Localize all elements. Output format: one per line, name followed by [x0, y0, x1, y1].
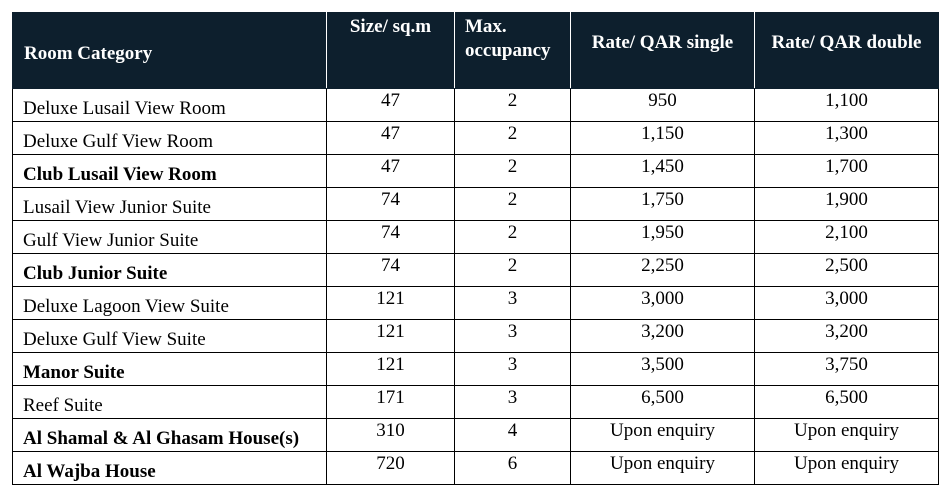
rate-single-cell: 1,150 [570, 121, 755, 155]
room-category-cell: Deluxe Gulf View Room [12, 121, 327, 155]
max-occupancy-cell: 3 [454, 286, 571, 320]
header-rate-single: Rate/ QAR single [570, 12, 755, 89]
rate-double-cell: 2,500 [754, 253, 939, 287]
max-occupancy-cell: 2 [454, 220, 571, 254]
size-cell: 74 [326, 253, 455, 287]
max-occupancy-cell: 4 [454, 418, 571, 452]
max-occupancy-cell: 2 [454, 88, 571, 122]
room-category-cell: Al Wajba House [12, 451, 327, 485]
max-occupancy-cell: 3 [454, 352, 571, 386]
rate-single-cell: 1,750 [570, 187, 755, 221]
header-max-occupancy: Max. occupancy [454, 12, 571, 89]
room-category-cell: Club Junior Suite [12, 253, 327, 287]
rate-single-cell: 6,500 [570, 385, 755, 419]
size-cell: 121 [326, 319, 455, 353]
size-cell: 720 [326, 451, 455, 485]
table-row: Club Lusail View Room 47 2 1,450 1,700 [12, 154, 939, 188]
rate-double-cell: 1,700 [754, 154, 939, 188]
rate-single-cell: Upon enquiry [570, 451, 755, 485]
max-occupancy-cell: 2 [454, 154, 571, 188]
room-category-cell: Club Lusail View Room [12, 154, 327, 188]
rate-single-cell: 950 [570, 88, 755, 122]
max-occupancy-cell: 2 [454, 253, 571, 287]
rate-double-cell: 1,100 [754, 88, 939, 122]
rate-single-cell: 1,950 [570, 220, 755, 254]
header-row: Room Category Size/ sq.m Max. occupancy … [12, 12, 939, 89]
table-row: Gulf View Junior Suite 74 2 1,950 2,100 [12, 220, 939, 254]
rate-double-cell: 1,900 [754, 187, 939, 221]
room-category-cell: Al Shamal & Al Ghasam House(s) [12, 418, 327, 452]
room-category-cell: Deluxe Lusail View Room [12, 88, 327, 122]
rate-double-cell: Upon enquiry [754, 418, 939, 452]
max-occupancy-cell: 3 [454, 319, 571, 353]
rate-double-cell: 2,100 [754, 220, 939, 254]
rate-single-cell: 3,500 [570, 352, 755, 386]
rate-single-cell: 1,450 [570, 154, 755, 188]
header-room-category: Room Category [12, 12, 327, 89]
size-cell: 47 [326, 121, 455, 155]
size-cell: 74 [326, 187, 455, 221]
rate-single-cell: 2,250 [570, 253, 755, 287]
header-max-occupancy-line1: Max. [465, 16, 507, 37]
header-size: Size/ sq.m [326, 12, 455, 89]
table-row: Al Wajba House 720 6 Upon enquiry Upon enqui… [12, 451, 939, 485]
max-occupancy-cell: 2 [454, 187, 571, 221]
room-category-cell: Manor Suite [12, 352, 327, 386]
rate-double-cell: 3,200 [754, 319, 939, 353]
table-row: Deluxe Lusail View Room 47 2 950 1,100 [12, 88, 939, 122]
table-row: Al Shamal & Al Ghasam House(s) 310 4 Upon e… [12, 418, 939, 452]
size-cell: 121 [326, 352, 455, 386]
room-category-cell: Reef Suite [12, 385, 327, 419]
size-cell: 47 [326, 154, 455, 188]
size-cell: 74 [326, 220, 455, 254]
table-row: Manor Suite 121 3 3,500 3,750 [12, 352, 939, 386]
max-occupancy-cell: 2 [454, 121, 571, 155]
max-occupancy-cell: 3 [454, 385, 571, 419]
table-row: Reef Suite 171 3 6,500 6,500 [12, 385, 939, 419]
header-rate-double: Rate/ QAR double [754, 12, 939, 89]
rate-double-cell: 3,750 [754, 352, 939, 386]
rate-double-cell: Upon enquiry [754, 451, 939, 485]
room-category-cell: Deluxe Gulf View Suite [12, 319, 327, 353]
max-occupancy-cell: 6 [454, 451, 571, 485]
header-max-occupancy-line2: occupancy [465, 40, 551, 61]
table-row: Deluxe Lagoon View Suite 121 3 3,000 3,000 [12, 286, 939, 320]
room-category-cell: Gulf View Junior Suite [12, 220, 327, 254]
rate-double-cell: 3,000 [754, 286, 939, 320]
rate-single-cell: 3,200 [570, 319, 755, 353]
table-row: Lusail View Junior Suite 74 2 1,750 1,900 [12, 187, 939, 221]
table-row: Deluxe Gulf View Room 47 2 1,150 1,300 [12, 121, 939, 155]
table-header: Room Category Size/ sq.m Max. occupancy … [12, 12, 939, 89]
size-cell: 171 [326, 385, 455, 419]
size-cell: 310 [326, 418, 455, 452]
rate-double-cell: 6,500 [754, 385, 939, 419]
rate-single-cell: Upon enquiry [570, 418, 755, 452]
size-cell: 47 [326, 88, 455, 122]
room-category-cell: Deluxe Lagoon View Suite [12, 286, 327, 320]
rate-single-cell: 3,000 [570, 286, 755, 320]
size-cell: 121 [326, 286, 455, 320]
table-row: Deluxe Gulf View Suite 121 3 3,200 3,200 [12, 319, 939, 353]
rate-double-cell: 1,300 [754, 121, 939, 155]
table-body: Deluxe Lusail View Room 47 2 950 1,100 Deluxe… [12, 88, 939, 485]
table-row: Club Junior Suite 74 2 2,250 2,500 [12, 253, 939, 287]
room-rates-table: Room Category Size/ sq.m Max. occupancy … [12, 12, 939, 485]
room-category-cell: Lusail View Junior Suite [12, 187, 327, 221]
